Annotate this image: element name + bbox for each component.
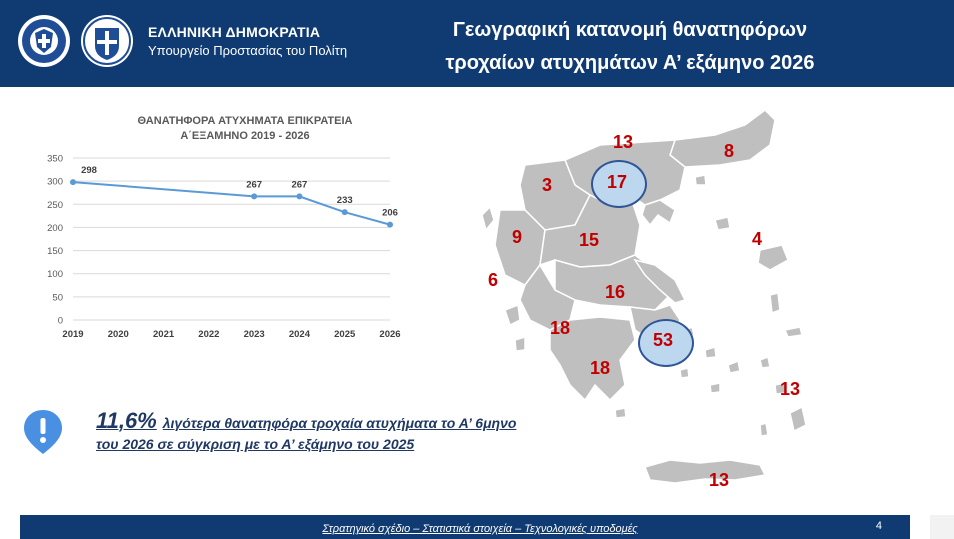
- data-label: 298: [81, 165, 97, 176]
- value-thessaly: 15: [579, 230, 600, 250]
- value-ionian: 6: [488, 270, 499, 290]
- region-thraki: [669, 109, 776, 168]
- comparison-callout: 11,6% λιγότερα θανατηφόρα τροχαία ατυχήμα…: [96, 410, 526, 455]
- value-central-macedonia: 17: [607, 172, 628, 192]
- hellenic-police-logo: [18, 15, 70, 67]
- chart-title-line1: ΘΑΝΑΤΗΦΟΡΑ ΑΤΥΧΗΜΑΤΑ ΕΠΙΚΡΑΤΕΙΑ: [137, 115, 353, 127]
- x-tick-label: 2024: [289, 329, 311, 340]
- region-dodecanese-1: [759, 355, 771, 369]
- data-label: 206: [382, 208, 398, 219]
- slide-title-line2: τροχαίων ατυχημάτων Α’ εξάμηνο 2026: [445, 52, 815, 74]
- data-point: [387, 221, 393, 228]
- page-number: 4: [875, 520, 882, 532]
- data-point: [296, 193, 303, 200]
- region-euboea: [633, 258, 687, 304]
- header-bar: ΕΛΛΗΝΙΚΗ ΔΗΜΟΚΡΑΤΙΑ Υπουργείο Προστασίας…: [0, 0, 954, 87]
- value-peloponnese: 18: [590, 358, 611, 378]
- data-label: 267: [291, 179, 307, 190]
- hellenic-republic-emblem: [81, 15, 133, 67]
- region-cyclades-5: [679, 367, 690, 379]
- data-label: 233: [337, 195, 353, 206]
- chart-title: ΘΑΝΑΤΗΦΟΡΑ ΑΤΥΧΗΜΑΤΑ ΕΠΙΚΡΑΤΕΙΑ Α΄ΕΞΑΜΗΝ…: [100, 114, 390, 144]
- data-point: [70, 179, 76, 186]
- value-east-macedonia: 13: [613, 132, 634, 152]
- value-west-greece: 18: [550, 318, 571, 338]
- region-cyclades-2: [704, 346, 717, 359]
- value-attica: 53: [653, 330, 674, 350]
- slide-title: Γεωγραφική κατανομή θανατηφόρων τροχαίων…: [410, 14, 850, 80]
- region-zakynthos: [514, 335, 526, 352]
- data-point: [341, 209, 348, 216]
- value-north-aegean: 4: [752, 229, 763, 249]
- x-tick-label: 2023: [244, 329, 265, 340]
- org-line2: Υπουργείο Προστασίας του Πολίτη: [148, 43, 348, 58]
- region-thessaly: [539, 193, 641, 268]
- y-tick-label: 150: [47, 246, 63, 257]
- region-rhodes: [789, 405, 807, 433]
- region-cyclades-4: [709, 382, 721, 394]
- region-karpathos: [759, 422, 769, 437]
- value-south-aegean: 13: [780, 379, 801, 399]
- x-tick-label: 2022: [198, 329, 219, 340]
- region-kythira: [614, 407, 627, 419]
- greece-map: [481, 109, 807, 484]
- y-tick-label: 0: [58, 316, 63, 327]
- region-lemnos: [714, 216, 731, 231]
- value-crete: 13: [709, 470, 730, 490]
- chart-canvas: 0 50 100 150 200 250 300 350 2019 2020 2021 2022 202…: [47, 154, 400, 341]
- value-thraki: 8: [724, 141, 735, 161]
- value-west-macedonia: 3: [542, 175, 553, 195]
- organization-name: ΕΛΛΗΝΙΚΗ ΔΗΜΟΚΡΑΤΙΑ Υπουργείο Προστασίας…: [148, 24, 347, 58]
- slide-title-line1: Γεωγραφική κατανομή θανατηφόρων: [452, 19, 808, 41]
- value-central-greece: 16: [605, 282, 626, 302]
- region-dodecanese-2: [774, 382, 787, 395]
- central-macedonia-highlight-bubble: [591, 160, 647, 208]
- value-epirus: 9: [512, 227, 523, 247]
- region-crete: [644, 459, 767, 484]
- y-tick-label: 100: [47, 269, 63, 280]
- region-chios: [769, 292, 781, 315]
- region-cyclades-3: [727, 359, 741, 374]
- region-corfu: [481, 205, 495, 232]
- alert-pin-icon: [24, 410, 62, 454]
- y-tick-label: 300: [47, 177, 63, 188]
- x-tick-label: 2025: [334, 329, 356, 340]
- region-chalkidiki: [641, 199, 676, 227]
- y-tick-label: 250: [47, 200, 63, 211]
- region-thasos: [694, 174, 707, 186]
- data-label: 267: [246, 179, 262, 190]
- footer-bar: Στρατηγικό σχέδιο – Στατιστικά στοιχεία …: [20, 515, 910, 539]
- footer-text: Στρατηγικό σχέδιο – Στατιστικά στοιχεία …: [322, 523, 638, 535]
- data-point: [251, 193, 258, 200]
- x-tick-label: 2019: [62, 329, 83, 340]
- x-tick-label: 2021: [153, 329, 175, 340]
- region-lesvos: [757, 244, 789, 271]
- attica-highlight-bubble: [638, 319, 694, 367]
- y-tick-label: 50: [52, 292, 63, 303]
- y-tick-label: 200: [47, 223, 63, 234]
- chart-subtitle: Α΄ΕΞΑΜΗΝΟ 2019 - 2026: [180, 130, 310, 142]
- region-peloponnese: [549, 316, 636, 402]
- org-line1: ΕΛΛΗΝΙΚΗ ΔΗΜΟΚΡΑΤΙΑ: [148, 24, 321, 40]
- y-tick-label: 350: [47, 154, 63, 165]
- slide-edge: [930, 515, 954, 539]
- region-samos: [783, 326, 803, 338]
- callout-percent: 11,6%: [96, 408, 157, 433]
- callout-text: λιγότερα θανατηφόρα τροχαία ατυχήματα το…: [96, 415, 517, 452]
- x-tick-label: 2020: [108, 329, 129, 340]
- fatal-accidents-chart: ΘΑΝΑΤΗΦΟΡΑ ΑΤΥΧΗΜΑΤΑ ΕΠΙΚΡΑΤΕΙΑ Α΄ΕΞΑΜΗΝ…: [40, 108, 410, 348]
- x-tick-label: 2026: [379, 329, 400, 340]
- region-kefalonia: [504, 303, 521, 327]
